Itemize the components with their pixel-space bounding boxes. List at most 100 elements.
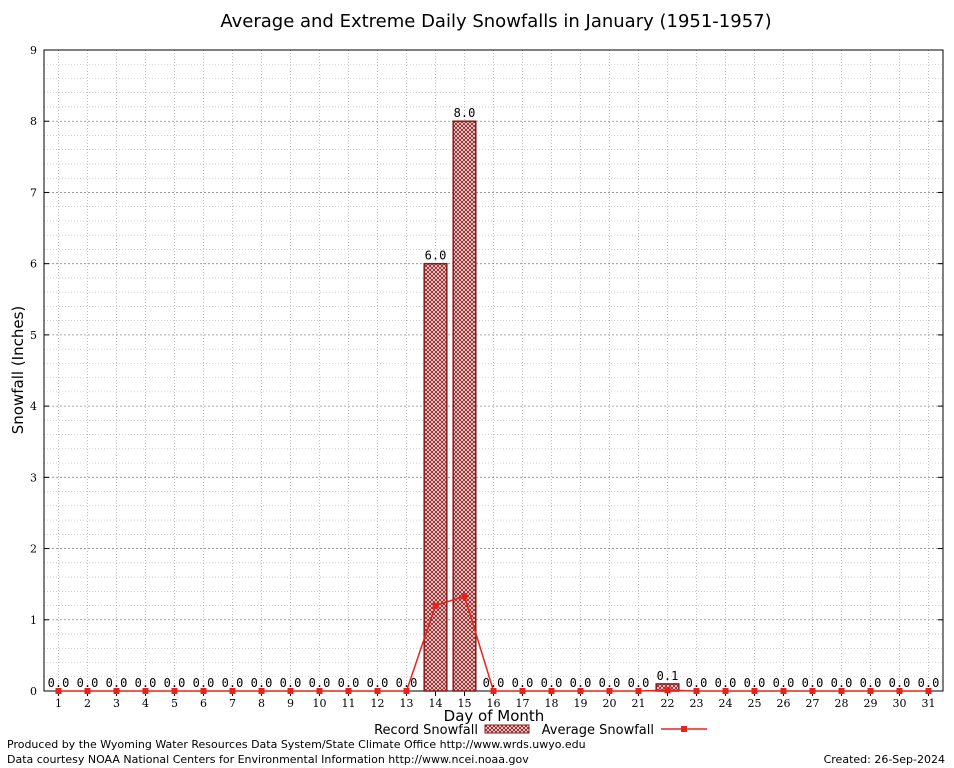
bar-value-label: 0.0 — [106, 676, 128, 690]
bar-value-label: 0.0 — [773, 676, 795, 690]
x-tick-label: 27 — [806, 697, 820, 710]
x-tick-label: 24 — [719, 697, 733, 710]
x-tick-label: 11 — [342, 697, 356, 710]
average-point — [200, 688, 207, 694]
bar-value-label: 0.0 — [831, 676, 853, 690]
footer-created: Created: 26-Sep-2024 — [824, 753, 945, 766]
x-tick-label: 12 — [371, 697, 385, 710]
x-tick-label: 20 — [603, 697, 617, 710]
legend-average-label: Average Snowfall — [542, 723, 654, 738]
average-point — [171, 688, 178, 694]
bar-value-label: 0.0 — [193, 676, 215, 690]
x-tick-label: 14 — [429, 697, 443, 710]
bar-value-label: 0.0 — [222, 676, 244, 690]
average-point — [519, 688, 526, 694]
average-point — [142, 688, 149, 694]
bar-value-label: 0.0 — [628, 676, 650, 690]
average-point — [55, 688, 62, 694]
x-tick-label: 7 — [229, 697, 236, 710]
average-point — [577, 688, 584, 694]
record-bar — [423, 262, 448, 692]
bar-value-label: 0.0 — [715, 676, 737, 690]
average-point — [635, 688, 642, 694]
average-point — [432, 602, 439, 609]
record-bars — [423, 120, 680, 692]
legend-record-swatch — [484, 724, 530, 734]
y-tick-label: 2 — [30, 543, 37, 556]
grid — [44, 49, 943, 692]
bar-value-label: 0.0 — [889, 676, 911, 690]
y-tick-label: 9 — [30, 44, 37, 57]
bar-value-label: 0.0 — [744, 676, 766, 690]
y-tick-label: 3 — [30, 471, 37, 484]
average-point — [693, 688, 700, 694]
y-tick-label: 1 — [30, 614, 37, 627]
bar-value-label: 0.0 — [396, 676, 418, 690]
footer-produced-by: Produced by the Wyoming Water Resources … — [7, 738, 586, 751]
bar-value-label: 0.0 — [48, 676, 70, 690]
x-tick-label: 18 — [545, 697, 559, 710]
bar-value-label: 0.0 — [251, 676, 273, 690]
y-tick-label: 5 — [30, 329, 37, 342]
bar-value-label: 0.0 — [860, 676, 882, 690]
bar-value-label: 0.0 — [599, 676, 621, 690]
x-tick-label: 26 — [777, 697, 791, 710]
x-tick-label: 5 — [171, 697, 178, 710]
record-bar — [452, 120, 477, 692]
average-point — [867, 688, 874, 694]
y-tick-label: 7 — [30, 186, 37, 199]
x-tick-label: 25 — [748, 697, 762, 710]
x-tick-label: 22 — [661, 697, 675, 710]
average-point — [490, 688, 497, 694]
x-tick-label: 15 — [458, 697, 472, 710]
average-point — [258, 688, 265, 694]
average-point — [84, 688, 91, 694]
x-tick-label: 17 — [516, 697, 530, 710]
average-point — [606, 688, 613, 694]
bar-value-label: 6.0 — [425, 249, 447, 263]
x-tick-label: 13 — [400, 697, 414, 710]
x-tick-label: 2 — [84, 697, 91, 710]
x-tick-label: 3 — [113, 697, 120, 710]
bar-value-label: 0.0 — [512, 676, 534, 690]
y-tick-label: 0 — [30, 685, 37, 698]
bar-value-label: 8.0 — [454, 106, 476, 120]
average-point — [345, 688, 352, 694]
footer-data-courtesy: Data courtesy NOAA National Centers for … — [7, 753, 529, 766]
average-point — [780, 688, 787, 694]
x-tick-label: 6 — [200, 697, 207, 710]
average-point — [229, 688, 236, 694]
average-line — [55, 593, 932, 694]
average-point — [287, 688, 294, 694]
bar-value-label: 0.0 — [918, 676, 940, 690]
x-tick-label: 9 — [287, 697, 294, 710]
chart-title: Average and Extreme Daily Snowfalls in J… — [220, 11, 771, 32]
average-point — [838, 688, 845, 694]
average-point — [374, 688, 381, 694]
bar-value-label: 0.0 — [802, 676, 824, 690]
x-tick-label: 23 — [690, 697, 704, 710]
x-tick-label: 1 — [55, 697, 62, 710]
y-tick-label: 8 — [30, 115, 37, 128]
y-axis-ticks: 0 1 2 3 4 5 6 7 8 9 — [30, 44, 943, 698]
y-axis-label: Snowfall (Inches) — [9, 306, 27, 434]
average-point — [925, 688, 932, 694]
bar-value-label: 0.0 — [686, 676, 708, 690]
x-tick-label: 29 — [864, 697, 878, 710]
average-point — [751, 688, 758, 694]
bar-value-label: 0.0 — [309, 676, 331, 690]
x-tick-label: 28 — [835, 697, 849, 710]
average-point — [809, 688, 816, 694]
x-tick-label: 10 — [313, 697, 327, 710]
data-labels: 0.0 0.0 0.0 0.0 0.0 0.0 0.0 0.0 0.0 0.0 0.0 0.0 0.0 6… — [48, 106, 940, 690]
legend-average-marker — [681, 726, 687, 732]
x-tick-label: 31 — [922, 697, 936, 710]
average-point — [896, 688, 903, 694]
average-point — [403, 688, 410, 694]
x-axis-label: Day of Month — [444, 707, 545, 725]
x-tick-label: 21 — [632, 697, 646, 710]
average-point — [722, 688, 729, 694]
y-tick-label: 6 — [30, 258, 37, 271]
bar-value-label: 0.0 — [483, 676, 505, 690]
